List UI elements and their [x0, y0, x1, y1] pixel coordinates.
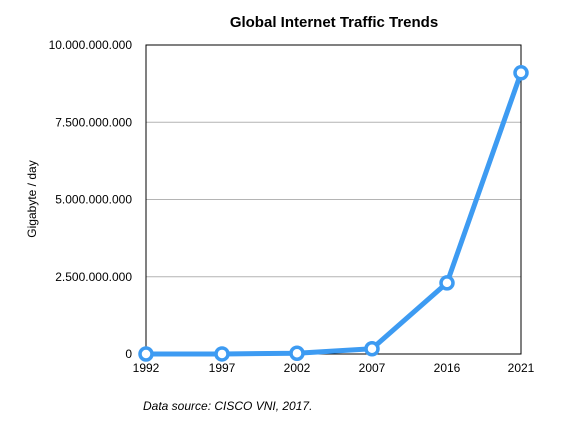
- chart-title: Global Internet Traffic Trends: [230, 14, 438, 31]
- y-tick-label: 0: [125, 347, 132, 361]
- x-axis-ticks: 1992 1997 2002 2007 2016 2021: [133, 361, 535, 375]
- x-tick-label: 2016: [434, 361, 461, 375]
- data-point: [364, 340, 380, 357]
- data-source-note: Data source: CISCO VNI, 2017.: [143, 399, 312, 413]
- y-axis-ticks: 0 2.500.000.000 5.000.000.000 7.500.000.000…: [49, 38, 133, 361]
- series-layer: [138, 65, 529, 362]
- y-tick-label: 7.500.000.000: [55, 115, 132, 129]
- data-point: [289, 345, 305, 361]
- data-point: [439, 275, 455, 291]
- data-point: [138, 346, 154, 362]
- y-axis-title: Gigabyte / day: [25, 160, 39, 237]
- data-point: [214, 346, 230, 362]
- x-tick-label: 1992: [133, 361, 160, 375]
- y-tick-label: 10.000.000.000: [49, 38, 133, 52]
- x-tick-label: 2007: [359, 361, 386, 375]
- x-tick-label: 1997: [209, 361, 236, 375]
- series-line: [143, 70, 524, 357]
- x-tick-label: 2021: [508, 361, 535, 375]
- x-tick-label: 2002: [284, 361, 311, 375]
- data-point: [513, 65, 529, 81]
- y-tick-label: 2.500.000.000: [55, 270, 132, 284]
- gridlines: [146, 121, 521, 278]
- y-tick-label: 5.000.000.000: [55, 193, 132, 207]
- plot-frame: [145, 44, 522, 355]
